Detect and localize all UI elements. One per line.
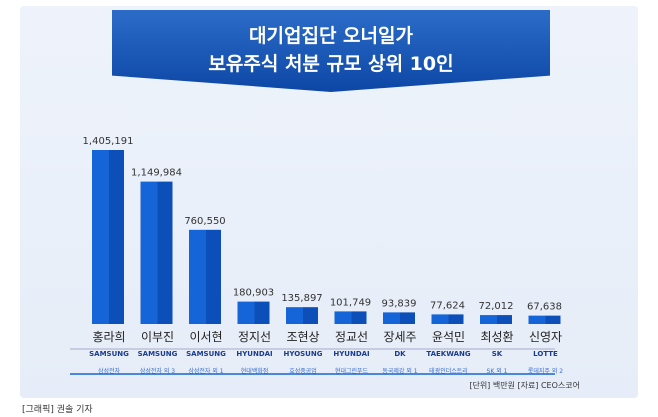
category-label: 최성환 <box>480 330 514 344</box>
value-label: 93,839 <box>382 298 417 309</box>
value-label: 77,624 <box>430 300 465 311</box>
company-note: 삼성전자 <box>97 368 121 375</box>
value-label: 101,749 <box>330 297 371 308</box>
company-note: 삼성전자 외 3 <box>139 368 176 375</box>
bar <box>334 311 352 324</box>
bar-shade <box>303 307 318 324</box>
company-logo: HYOSUNG <box>283 350 323 358</box>
company-logo: TAEKWANG <box>426 350 471 358</box>
company-note: 태광인더스트리 <box>429 368 468 375</box>
category-label: 정교선 <box>334 330 369 344</box>
company-note: 삼성전자 외 1 <box>188 368 224 375</box>
category-label: 윤석민 <box>431 330 466 344</box>
category-label: 정지선 <box>237 330 272 344</box>
company-logo: SAMSUNG <box>186 350 226 358</box>
company-note: SK 외 1 <box>486 368 508 375</box>
value-label: 72,012 <box>479 301 514 312</box>
value-label: 760,550 <box>184 216 225 227</box>
bar <box>528 315 546 324</box>
company-note: 롯데지주 외 2 <box>527 368 564 375</box>
company-logo: SK <box>491 350 503 358</box>
bar <box>140 181 158 324</box>
bar <box>480 315 497 324</box>
bar <box>237 301 255 324</box>
category-label: 장세주 <box>383 330 417 344</box>
company-note: 효성중공업 <box>289 368 317 375</box>
category-label: 홍라희 <box>92 330 126 344</box>
category-label: 신영자 <box>528 330 563 344</box>
credit: [그래픽] 권솔 기자 <box>22 405 93 415</box>
bar-shade <box>109 150 124 324</box>
value-label: 1,149,984 <box>131 168 182 179</box>
bar-shade <box>400 312 415 324</box>
bar <box>383 312 400 324</box>
value-label: 67,638 <box>527 302 562 313</box>
category-label: 조현상 <box>286 330 320 344</box>
company-logo: SAMSUNG <box>137 350 178 358</box>
bar <box>92 150 109 324</box>
company-logo: SAMSUNG <box>89 350 129 358</box>
bar-shade <box>157 181 173 324</box>
value-label: 135,897 <box>281 293 322 304</box>
bar-shade <box>545 315 561 324</box>
category-label: 이서현 <box>189 330 223 344</box>
bar-shade <box>448 314 464 324</box>
value-label: 180,903 <box>233 288 274 299</box>
value-label: 1,405,191 <box>83 136 134 147</box>
category-label: 이부진 <box>140 330 175 344</box>
company-logo: HYUNDAI <box>333 350 370 358</box>
company-note: 현대백화점 <box>240 368 269 375</box>
bar-shade <box>206 229 221 324</box>
company-logo: DK <box>394 350 406 358</box>
company-note: 동국제강 외 1 <box>382 368 418 375</box>
company-logo: HYUNDAI <box>236 350 273 358</box>
bar <box>431 314 449 324</box>
company-logo: LOTTE <box>533 350 558 358</box>
unit-source: [단위] 백만원 [자료] CEO스코어 <box>469 381 580 390</box>
chart-title: 대기업집단 오너일가 보유주식 처분 규모 상위 10인 <box>112 10 550 92</box>
bar-shade <box>254 301 270 324</box>
bar-shade <box>351 311 367 324</box>
bar <box>286 307 303 324</box>
company-note: 현대그린푸드 <box>334 368 369 375</box>
bar-shade <box>497 315 512 324</box>
bar <box>189 229 206 324</box>
